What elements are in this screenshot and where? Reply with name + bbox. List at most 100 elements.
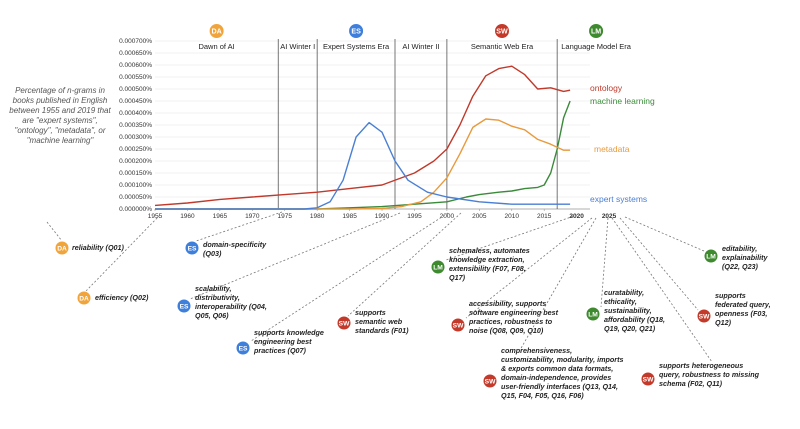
- annotation-leader-line: [519, 217, 597, 351]
- series-line-metadata: [155, 118, 571, 210]
- badge-text: LM: [433, 264, 443, 271]
- x-tick-label: 1960: [180, 213, 195, 220]
- annotation-leader-line: [189, 212, 401, 300]
- x-tick-label: 2025: [602, 213, 617, 220]
- x-tick-label: 2005: [472, 213, 487, 220]
- x-tick-label: 1975: [277, 213, 292, 220]
- annotation-text: query, robustness to missing: [659, 370, 760, 379]
- badge-lm-icon: [430, 259, 446, 275]
- badge-sw-icon: [450, 317, 466, 333]
- annotation-leader-line: [347, 212, 462, 317]
- annotation-text: knowledge extraction,: [449, 255, 525, 264]
- y-tick-label: 0.000650%: [119, 50, 152, 57]
- annotation-text: & exports common data formats,: [501, 364, 613, 373]
- era-label: Language Model Era: [561, 42, 631, 51]
- annotation-text: semantic web: [355, 317, 403, 326]
- annotation-text: supports knowledge: [254, 328, 324, 337]
- annotation-text: comprehensiveness,: [501, 346, 572, 355]
- chart-description: Percentage of n-grams in books published…: [9, 86, 111, 145]
- badge-text: ES: [188, 245, 197, 252]
- y-tick-label: 0.000200%: [119, 158, 152, 165]
- annotation-leader-line: [600, 217, 609, 308]
- annotation-leader-line: [250, 212, 449, 342]
- y-tick-label: 0.000550%: [119, 74, 152, 81]
- badge-text: LM: [591, 27, 601, 35]
- annotation-text: explainability: [722, 253, 769, 262]
- era-label: AI Winter I: [280, 42, 315, 51]
- annotation-text: supports: [715, 291, 746, 300]
- series-label: machine learning: [590, 96, 655, 106]
- badge-text: SW: [339, 320, 350, 327]
- y-tick-label: 0.000500%: [119, 86, 152, 93]
- badge-es-icon: [348, 23, 365, 39]
- y-tick-label: 0.000250%: [119, 146, 152, 153]
- series-label: ontology: [590, 83, 623, 93]
- badge-text: DA: [79, 295, 89, 302]
- badge-text: DA: [211, 27, 221, 35]
- y-tick-label: 0.000450%: [119, 98, 152, 105]
- era-label: Dawn of AI: [198, 42, 234, 51]
- x-tick-label: 1965: [213, 213, 228, 220]
- badge-sw-icon: [696, 308, 712, 324]
- annotation-leader-line: [445, 214, 578, 261]
- badge-text: ES: [351, 27, 361, 35]
- annotation-text: curatability,: [604, 288, 644, 297]
- annotation-text: federated query,: [715, 300, 771, 309]
- annotation-text: editability,: [722, 244, 757, 253]
- annotation-text: interoperability (Q04,: [195, 302, 267, 311]
- annotation-leader-line: [611, 217, 713, 363]
- annotation-text: Q17): [449, 273, 466, 282]
- x-tick-label: 2000: [440, 213, 455, 220]
- badge-es-icon: [184, 240, 200, 256]
- x-tick-label: 1955: [148, 213, 163, 220]
- annotation-text: Q12): [715, 318, 732, 327]
- y-tick-label: 0.000100%: [119, 182, 152, 189]
- x-tick-label: 1995: [407, 213, 422, 220]
- annotation-text: practices (Q07): [253, 346, 307, 355]
- era-label: AI Winter II: [402, 42, 439, 51]
- annotation-text: noise (Q08, Q09, Q10): [469, 326, 544, 335]
- badge-da-icon: [76, 290, 92, 306]
- annotation-text: software engineering best: [469, 308, 559, 317]
- era-label: Semantic Web Era: [471, 42, 534, 51]
- annotation-leader-line: [46, 221, 63, 242]
- x-tick-label: 1985: [342, 213, 357, 220]
- annotation-text: Q05, Q06): [195, 311, 229, 320]
- annotation-text: affordability (Q18,: [604, 315, 665, 324]
- annotation-text: supports heterogeneous: [659, 361, 743, 370]
- annotation-text: Q15, F04, F05, Q16, F06): [501, 391, 584, 400]
- annotation-text: engineering best: [254, 337, 312, 346]
- annotation-text: efficiency (Q02): [95, 293, 149, 302]
- badge-lm-icon: [703, 248, 719, 264]
- badge-es-icon: [176, 298, 192, 314]
- badge-text: LM: [706, 253, 716, 260]
- annotation-text: scalability,: [195, 284, 232, 293]
- badge-text: SW: [643, 376, 654, 383]
- badge-text: SW: [496, 27, 508, 35]
- badge-text: DA: [57, 245, 67, 252]
- series-line-ontology: [154, 65, 571, 207]
- y-tick-label: 0.000000%: [119, 206, 152, 213]
- annotation-text: schema (F02, Q11): [659, 379, 723, 388]
- x-tick-label: 1990: [375, 213, 390, 220]
- y-tick-label: 0.000400%: [119, 110, 152, 117]
- annotation-text: domain-independence, provides: [501, 373, 611, 382]
- series-line-expert-systems: [155, 121, 571, 210]
- badge-sw-icon: [640, 371, 656, 387]
- badge-text: SW: [485, 378, 496, 385]
- annotation-text: extensibility (F07, F08,: [449, 264, 526, 273]
- badge-da-icon: [54, 240, 70, 256]
- y-tick-label: 0.000700%: [119, 38, 152, 45]
- badge-text: SW: [453, 322, 464, 329]
- annotation-leader-line: [195, 211, 283, 242]
- y-tick-label: 0.000050%: [119, 194, 152, 201]
- annotation-leader-line: [465, 217, 593, 319]
- annotation-text: schemaless, automates: [449, 246, 530, 255]
- era-label: Expert Systems Era: [323, 42, 390, 51]
- badge-lm-icon: [588, 23, 605, 39]
- badge-da-icon: [208, 23, 225, 39]
- annotation-text: reliability (Q01): [72, 243, 125, 252]
- annotation-text: domain-specificity: [203, 240, 267, 249]
